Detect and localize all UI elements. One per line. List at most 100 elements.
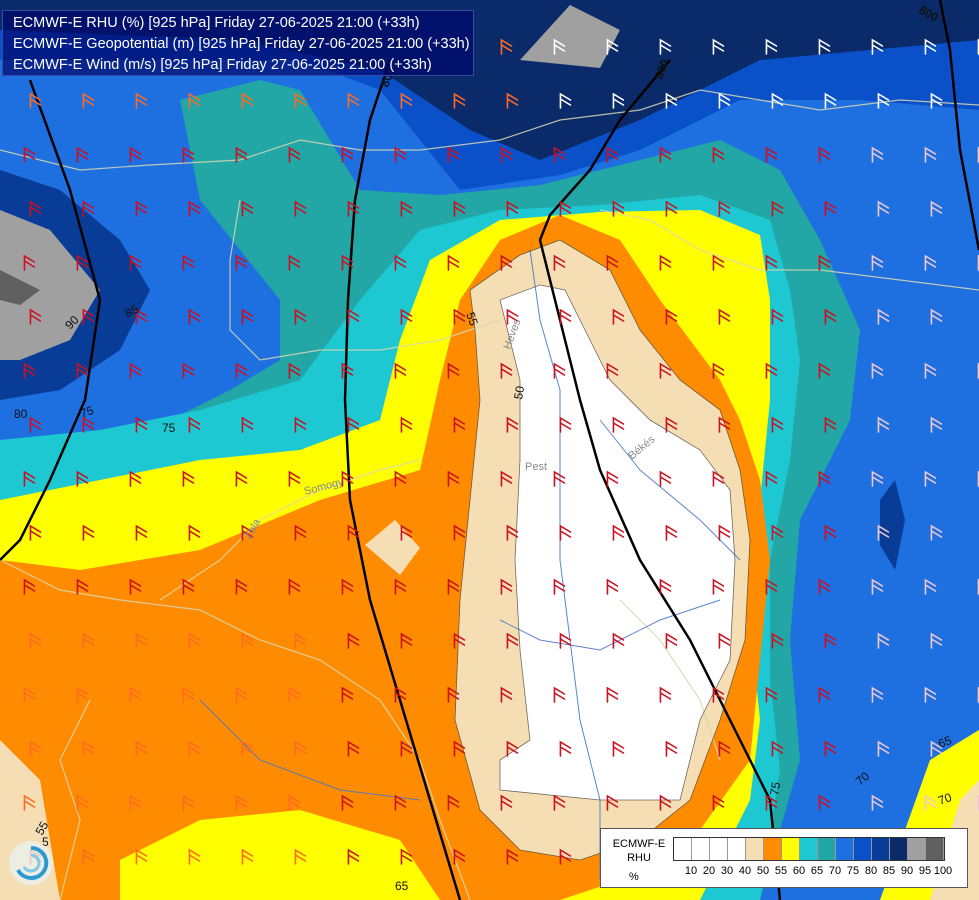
wind-barb-icon xyxy=(824,308,837,325)
wind-barb-icon xyxy=(559,524,572,541)
wind-barb-icon xyxy=(606,578,619,595)
wind-barb-icon xyxy=(188,416,201,433)
title-line-wind: ECMWF-E Wind (m/s) [925 hPa] Friday 27-0… xyxy=(13,57,432,73)
wind-barb-icon xyxy=(877,308,890,325)
wind-barb-icon xyxy=(341,794,354,811)
wind-barb-icon xyxy=(23,578,36,595)
wind-barb-icon xyxy=(135,848,148,865)
wind-barb-icon xyxy=(447,254,460,271)
wind-barb-icon xyxy=(659,146,672,163)
wind-barb-icon xyxy=(29,308,42,325)
wind-barb-icon xyxy=(665,524,678,541)
wind-barb-icon xyxy=(606,470,619,487)
legend-swatch xyxy=(800,838,818,860)
wind-barb-icon xyxy=(659,470,672,487)
wind-barb-icon xyxy=(241,524,254,541)
wind-barb-icon xyxy=(930,740,943,757)
wind-barb-icon xyxy=(606,362,619,379)
wind-barb-icon xyxy=(347,416,360,433)
wind-barb-icon xyxy=(871,38,884,55)
wind-barb-icon xyxy=(182,146,195,163)
wind-barb-icon xyxy=(23,362,36,379)
wind-barb-icon xyxy=(818,686,831,703)
wind-barb-icon xyxy=(606,38,619,55)
wind-barb-icon xyxy=(235,470,248,487)
wind-barb-icon xyxy=(818,254,831,271)
wind-barb-icon xyxy=(82,740,95,757)
wind-barb-icon xyxy=(76,578,89,595)
wind-barb-icon xyxy=(347,848,360,865)
wind-barb-icon xyxy=(818,146,831,163)
wind-barb-icon xyxy=(506,848,519,865)
wind-barb-icon xyxy=(288,362,301,379)
wind-barb-icon xyxy=(347,740,360,757)
wind-barb-icon xyxy=(765,578,778,595)
wind-barb-icon xyxy=(559,848,572,865)
wind-barb-icon xyxy=(135,740,148,757)
wind-barb-icon xyxy=(824,200,837,217)
wind-barb-icon xyxy=(606,146,619,163)
wind-barb-icon xyxy=(771,416,784,433)
wind-barb-icon xyxy=(447,794,460,811)
wind-barb-icon xyxy=(82,92,95,109)
wind-barb-icon xyxy=(188,200,201,217)
wind-barb-icon xyxy=(23,470,36,487)
wind-barb-icon xyxy=(341,686,354,703)
wind-barb-icon xyxy=(294,740,307,757)
wind-barb-icon xyxy=(818,578,831,595)
wind-barb-icon xyxy=(877,200,890,217)
rhu-contour-label: 55 xyxy=(32,819,51,838)
wind-barb-icon xyxy=(500,578,513,595)
wind-barb-icon xyxy=(977,38,979,55)
wind-barb-icon xyxy=(924,794,937,811)
wind-barb-icon xyxy=(347,92,360,109)
wind-barb-icon xyxy=(771,524,784,541)
wind-barb-icon xyxy=(659,794,672,811)
wind-barb-icon xyxy=(394,578,407,595)
wind-barb-icon xyxy=(765,470,778,487)
wind-barb-icon xyxy=(288,578,301,595)
legend-swatch xyxy=(890,838,908,860)
legend-swatch xyxy=(674,838,692,860)
wind-barb-icon xyxy=(718,308,731,325)
wind-barb-icon xyxy=(665,416,678,433)
wind-barb-icon xyxy=(553,254,566,271)
rhu-contour-label: 5 xyxy=(42,835,49,849)
wind-barb-icon xyxy=(553,470,566,487)
wind-barb-icon xyxy=(924,38,937,55)
wind-barb-icon xyxy=(559,200,572,217)
wind-barb-icon xyxy=(453,524,466,541)
wind-barb-icon xyxy=(824,416,837,433)
color-legend: ECMWF-E RHU % 10 20 30 40 50 55 60 65 70 75 80 85 90… xyxy=(600,828,968,888)
wind-barb-icon xyxy=(182,578,195,595)
legend-tick-label: 30 xyxy=(720,865,734,877)
geopotential-contour-label: 75 xyxy=(767,781,783,797)
wind-barb-icon xyxy=(977,362,979,379)
wind-barb-icon xyxy=(341,146,354,163)
wind-barb-icon xyxy=(553,686,566,703)
wind-barb-icon xyxy=(288,470,301,487)
wind-barb-icon xyxy=(235,146,248,163)
wind-barb-icon xyxy=(294,200,307,217)
wind-barb-icon xyxy=(718,200,731,217)
wind-barb-icon xyxy=(877,740,890,757)
wind-barb-icon xyxy=(29,92,42,109)
wind-barb-icon xyxy=(129,254,142,271)
wind-barb-icon xyxy=(977,470,979,487)
wind-barb-icon xyxy=(235,578,248,595)
wind-barb-icon xyxy=(824,632,837,649)
wind-barb-icon xyxy=(612,524,625,541)
wind-barb-icon xyxy=(665,308,678,325)
wind-barb-icon xyxy=(29,632,42,649)
wind-barb-icon xyxy=(447,362,460,379)
wind-barb-icon xyxy=(930,308,943,325)
wind-barb-icon xyxy=(771,740,784,757)
wind-barb-icon xyxy=(76,362,89,379)
legend-swatch xyxy=(872,838,890,860)
geopotential-contour-label: 65 xyxy=(395,879,409,893)
wind-barb-icon xyxy=(818,794,831,811)
legend-tick-label: 85 xyxy=(882,865,896,877)
rhu-contour-label: 85 xyxy=(123,302,142,321)
